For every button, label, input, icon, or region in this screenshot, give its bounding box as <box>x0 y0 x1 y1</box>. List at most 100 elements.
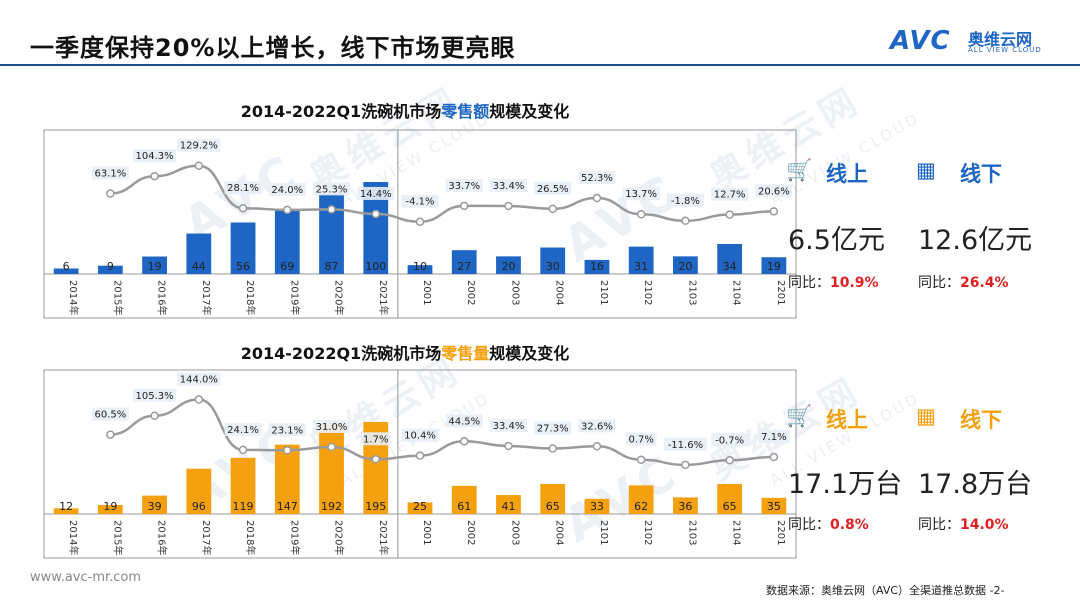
x-tick-label: 2017年 <box>200 280 213 315</box>
yoy-label: 105.3% <box>136 391 174 402</box>
yoy-point <box>459 437 469 446</box>
yoy-label: 26.5% <box>537 184 569 195</box>
bar-value-label: 41 <box>501 500 515 513</box>
yoy-label-bg <box>758 430 790 444</box>
yoy-label: 32.6% <box>581 421 613 432</box>
bar <box>451 485 477 514</box>
yoy-point <box>548 444 557 453</box>
bar-value-label: 25 <box>413 500 427 513</box>
yoy-label-bg <box>578 419 616 433</box>
yoy-label-bg <box>401 194 439 208</box>
store-icon: ▦ <box>916 404 936 428</box>
yoy-label-bg <box>445 414 483 428</box>
yoy-point <box>769 207 779 216</box>
x-tick-label: 2020年 <box>333 520 346 555</box>
x-tick-label: 2101 <box>598 520 609 545</box>
yoy-point <box>459 201 469 211</box>
data-source: 数据来源：奥维云网（AVC）全渠道推总数据 -2- <box>766 584 1005 597</box>
offline-yoy: 同比：14.0% <box>918 517 1009 533</box>
yoy-point <box>238 203 248 213</box>
yoy-label-bg <box>755 184 793 198</box>
bar-value-label: 87 <box>325 260 339 273</box>
yoy-point <box>548 204 557 214</box>
x-tick-label: 2014年 <box>67 520 80 555</box>
bar <box>761 497 787 514</box>
yoy-label: 20.6% <box>758 186 790 197</box>
bar <box>274 210 300 274</box>
chart-title-highlight: 零售额 <box>441 102 490 121</box>
chart-title-prefix: 2014-2022Q1洗碗机市场 <box>240 102 442 121</box>
bar-value-label: 61 <box>457 500 471 513</box>
yoy-point <box>415 217 425 226</box>
x-tick-label: 2019年 <box>288 520 301 555</box>
panel-volume: 🛒 线上 ▦ 线下 17.1万台 17.8万台 同比：0.8% 同比：14.0% <box>786 402 1046 542</box>
x-tick-label: 2201 <box>775 520 786 545</box>
bar-value-label: 10 <box>413 260 427 273</box>
online-label: 线上 <box>826 162 868 186</box>
bar-value-label: 65 <box>723 500 737 513</box>
online-label: 线上 <box>826 408 868 432</box>
offline-value: 17.8万台 <box>918 469 1033 500</box>
chart-title-highlight: 零售量 <box>441 344 490 363</box>
bar-value-label: 65 <box>546 500 560 513</box>
bar-value-label: 36 <box>678 500 692 513</box>
bar <box>628 485 654 514</box>
bar-value-label: 19 <box>148 260 162 273</box>
offline-yoy: 同比：26.4% <box>918 275 1009 291</box>
yoy-label: 23.1% <box>271 425 303 436</box>
bar <box>97 505 123 514</box>
bar <box>673 256 698 274</box>
bar-value-label: 30 <box>546 260 560 273</box>
yoy-point <box>194 395 204 404</box>
bar-value-label: 12 <box>59 500 73 513</box>
yoy-point <box>592 442 602 451</box>
x-tick-label: 2001 <box>421 520 432 545</box>
online-value: 6.5亿元 <box>788 225 885 256</box>
bar-value-label: 39 <box>148 500 162 513</box>
yoy-label-bg <box>663 437 708 451</box>
chart-title-prefix: 2014-2022Q1洗碗机市场 <box>240 344 442 363</box>
bar-value-label: 27 <box>457 260 471 273</box>
yoy-label: 14.4% <box>360 189 392 200</box>
yoy-label-bg <box>489 418 527 432</box>
bar <box>496 256 521 274</box>
bar-value-label: 16 <box>590 260 604 273</box>
chart-title-suffix: 规模及变化 <box>489 344 570 363</box>
bar-value-label: 195 <box>365 500 386 513</box>
yoy-point <box>327 205 336 214</box>
yoy-label-bg <box>91 407 129 421</box>
yoy-label-bg <box>224 422 262 436</box>
x-tick-label: 2103 <box>686 280 697 305</box>
yoy-label-bg <box>132 149 177 163</box>
yoy-label: 60.5% <box>94 410 126 421</box>
yoy-label-bg <box>578 171 616 185</box>
x-tick-label: 2016年 <box>156 280 169 315</box>
bar <box>584 498 610 514</box>
yoy-point <box>194 161 204 170</box>
bar-value-label: 19 <box>103 500 117 513</box>
yoy-point <box>636 209 646 219</box>
bar-value-label: 192 <box>321 500 342 513</box>
bar-value-label: 35 <box>767 500 781 513</box>
yoy-point <box>283 205 292 215</box>
x-tick-label: 2002 <box>465 520 476 545</box>
x-tick-label: 2015年 <box>111 520 124 555</box>
bar-value-label: 96 <box>192 500 206 513</box>
yoy-label: 28.1% <box>227 183 259 194</box>
bar-value-label: 100 <box>365 260 386 273</box>
yoy-label: 33.4% <box>493 181 525 192</box>
yoy-label: 13.7% <box>625 189 657 200</box>
yoy-label: 24.1% <box>227 425 259 436</box>
x-tick-label: 2019年 <box>288 280 301 315</box>
bar <box>53 268 79 274</box>
x-tick-label: 2015年 <box>111 280 124 315</box>
yoy-label: 0.7% <box>628 435 653 446</box>
bar-value-label: 6 <box>63 260 70 273</box>
website-link[interactable]: www.avc-mr.com <box>30 570 142 585</box>
bar <box>319 423 344 514</box>
yoy-label: 7.1% <box>761 432 786 443</box>
bar-value-label: 20 <box>501 260 515 273</box>
avc-logo: AVC 奥维云网 ALL VIEW CLOUD <box>890 26 1060 56</box>
yoy-point <box>106 189 115 198</box>
page-number: -2- <box>989 584 1005 597</box>
